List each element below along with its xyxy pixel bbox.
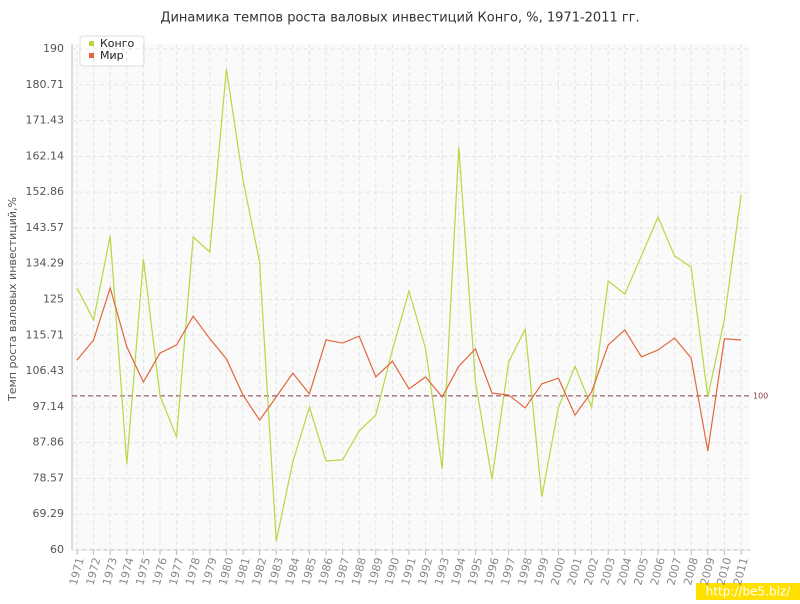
series-line bbox=[76, 285, 742, 452]
legend-label: Конго bbox=[100, 37, 135, 50]
y-tick-label: 78.57 bbox=[33, 471, 65, 484]
y-tick-label: 190 bbox=[43, 42, 64, 55]
reference-label: 100 bbox=[753, 391, 768, 400]
y-tick-label: 171.43 bbox=[26, 114, 65, 127]
legend-swatch bbox=[89, 53, 94, 58]
legend-box bbox=[79, 35, 145, 67]
y-tick-label: 162.14 bbox=[26, 149, 65, 162]
y-tick-label: 143.57 bbox=[26, 221, 65, 234]
y-tick-label: 180.71 bbox=[26, 78, 65, 91]
chart-title: Динамика темпов роста валовых инвестиций… bbox=[160, 11, 639, 26]
y-tick-label: 106.43 bbox=[26, 364, 65, 377]
y-tick-label: 134.29 bbox=[26, 257, 65, 270]
y-tick-label: 152.86 bbox=[26, 185, 65, 198]
series-line bbox=[76, 68, 742, 542]
x-tick-label: 2011 bbox=[731, 556, 751, 586]
legend-swatch bbox=[89, 41, 94, 46]
y-tick-label: 97.14 bbox=[33, 400, 65, 413]
watermark-bg bbox=[696, 583, 800, 600]
y-axis-label: Темп роста валовых инвестиций,% bbox=[6, 197, 19, 402]
y-tick-label: 69.29 bbox=[33, 507, 65, 520]
y-tick-label: 125 bbox=[43, 293, 64, 306]
y-tick-label: 87.86 bbox=[33, 436, 65, 449]
y-tick-label: 60 bbox=[50, 543, 64, 556]
legend-label: Мир bbox=[100, 49, 124, 62]
watermark: http://be5.biz/ bbox=[706, 585, 791, 599]
y-tick-label: 115.71 bbox=[26, 328, 65, 341]
